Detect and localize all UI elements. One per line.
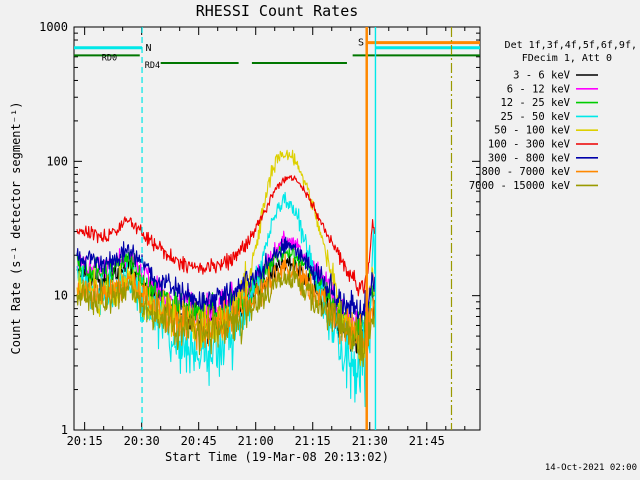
creation-timestamp: 14-Oct-2021 02:00 xyxy=(545,463,637,473)
plot-frame xyxy=(73,26,481,431)
y-axis-label: Count Rate (s⁻¹ detector segment⁻¹) xyxy=(9,102,23,355)
legend-detector-line: Det 1f,3f,4f,5f,6f,9f, xyxy=(505,40,637,51)
series-line-100-300-kev xyxy=(76,175,376,297)
series-line-7000-15000-kev xyxy=(76,265,376,368)
x-axis-label: Start Time (19-Mar-08 20:13:02) xyxy=(165,450,389,464)
legend-entry-label: 50 - 100 keV xyxy=(494,125,571,137)
x-tick-label: 20:30 xyxy=(124,434,160,448)
legend-decim-line: FDecim 1, Att 0 xyxy=(522,53,612,64)
event-lines-layer xyxy=(141,27,453,430)
y-tick-label: 100 xyxy=(46,154,68,168)
flag-label-n: N xyxy=(145,43,151,54)
x-tick-label: 20:45 xyxy=(181,434,217,448)
x-tick-label: 21:30 xyxy=(352,434,388,448)
flag-label-rd4: RD4 xyxy=(145,61,160,71)
legend-entry-label: 3 - 6 keV xyxy=(513,70,571,82)
legend-entry-label: 100 - 300 keV xyxy=(488,139,571,151)
y-tick-label: 1 xyxy=(61,423,68,437)
flag-labels-layer: N S RD0 RD4 xyxy=(102,38,364,71)
y-tick-label: 10 xyxy=(54,289,68,303)
axes-layer: 20:15 20:30 20:45 21:00 21:15 21:30 21:45 1 10 10… xyxy=(39,20,481,448)
legend-entry-label: 12 - 25 keV xyxy=(500,97,570,109)
flag-label-s: S xyxy=(358,38,364,49)
legend-entry-label: 6 - 12 keV xyxy=(507,83,571,95)
x-tick-label: 21:45 xyxy=(409,434,445,448)
legend-entry-label: 25 - 50 keV xyxy=(500,111,570,123)
x-tick-label: 21:00 xyxy=(238,434,274,448)
legend-entry-label: 7000 - 15000 keV xyxy=(469,180,571,192)
series-curves-layer xyxy=(76,149,376,408)
x-tick-label: 20:15 xyxy=(67,434,103,448)
x-tick-label: 21:15 xyxy=(295,434,331,448)
legend-entry-label: 300 - 800 keV xyxy=(488,152,571,164)
y-tick-label: 1000 xyxy=(39,20,68,34)
flag-bars-layer xyxy=(74,41,480,64)
legend-entry-label: 800 - 7000 keV xyxy=(481,166,570,178)
series-line-300-800-kev xyxy=(76,236,376,325)
chart-title: RHESSI Count Rates xyxy=(196,2,359,20)
flag-label-rd0: RD0 xyxy=(102,53,117,63)
